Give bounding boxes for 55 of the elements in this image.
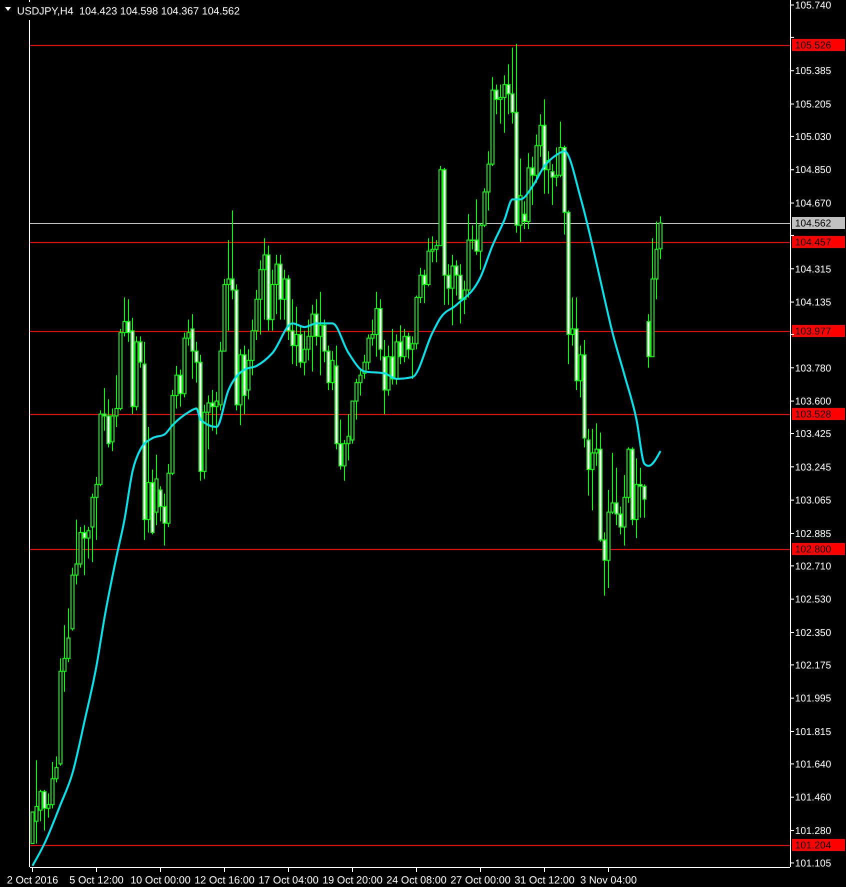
y-tick-label: 103.065 [795,496,832,507]
x-tick-label: 17 Oct 04:00 [258,874,319,887]
y-tick-label: 104.315 [795,264,832,276]
candlestick [638,467,642,518]
x-tick-label: 19 Oct 20:00 [322,874,383,887]
candlestick [42,789,46,832]
y-tick-label: 101.640 [795,759,832,770]
candlestick [310,304,314,372]
y-tick-label: 104.850 [795,165,832,176]
y-tick-label: 101.460 [795,792,832,804]
x-tick-label: 31 Oct 12:00 [514,874,575,887]
y-tick-label: 101.995 [795,694,832,705]
y-tick-label: 105.205 [795,100,832,111]
y-tick-label: 104.670 [795,198,832,210]
candlestick [402,328,406,363]
ref-line-label: 104.457 [795,238,832,248]
ref-line-label: 103.528 [795,410,832,420]
candlestick [318,291,322,376]
candlestick [190,314,194,380]
ref-line-label: 103.977 [795,326,832,338]
y-tick-label: 103.245 [795,462,832,474]
x-tick-label: 24 Oct 08:00 [386,874,447,887]
x-tick-label: 2 Oct 2016 [6,874,58,887]
y-tick-label: 102.885 [795,528,832,540]
x-tick-label: 27 Oct 00:00 [450,874,511,887]
candlestick [34,760,38,844]
candlestick [450,254,454,326]
y-tick-label: 102.350 [795,628,832,639]
candlestick [474,198,478,256]
y-tick-label: 102.175 [795,660,832,672]
ref-line-label: 102.800 [795,544,832,556]
y-tick-label: 101.280 [795,826,832,838]
y-tick-label: 105.030 [795,132,832,143]
y-tick-label: 101.815 [795,727,832,738]
ref-line-label: 101.204 [795,840,832,852]
x-tick-label: 12 Oct 16:00 [194,874,255,887]
text: USDJPY,H4 104.423 104.598 104.367 104.562 [17,6,240,18]
candlestick [294,306,298,366]
candlestick [82,524,86,576]
y-tick-label: 104.135 [795,298,832,309]
x-tick-label: 10 Oct 00:00 [130,874,191,887]
candlestick [210,390,214,432]
y-tick-label: 101.105 [795,858,832,870]
x-tick-label: 3 Nov 04:00 [580,874,637,887]
line-series [32,150,662,867]
y-tick-label: 105.740 [795,0,832,12]
ref-line-label: 104.562 [795,218,832,230]
x-tick-label: 5 Oct 12:00 [69,874,124,887]
y-tick-label: 102.530 [795,594,832,606]
y-tick-label: 105.385 [795,66,832,78]
ref-line-label: 105.526 [795,40,832,52]
y-tick-label: 103.600 [795,396,832,408]
y-tick-label: 103.780 [795,363,832,374]
y-tick-label: 103.425 [795,429,832,440]
y-tick-label: 102.710 [795,561,832,572]
